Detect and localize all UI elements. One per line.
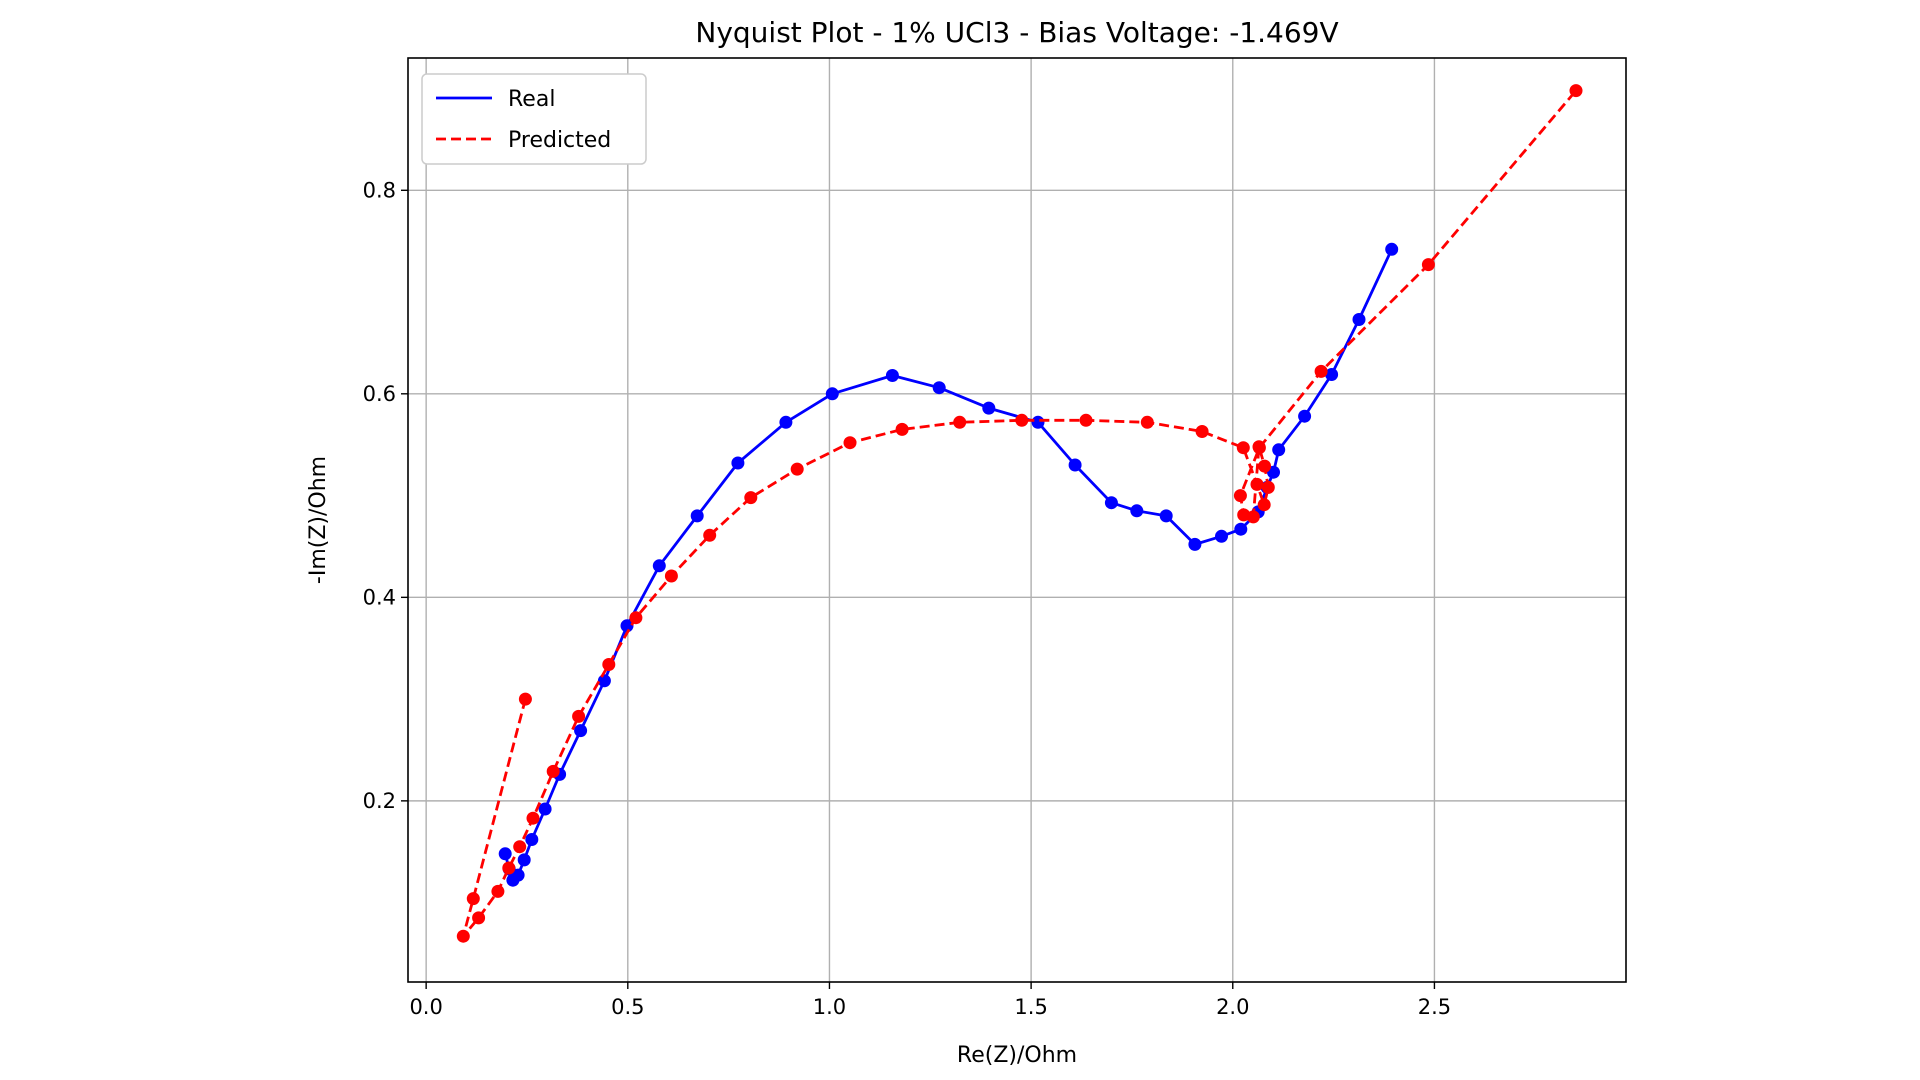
data-point <box>517 853 531 867</box>
data-point <box>982 401 996 415</box>
ticks: 0.0 0.5 1.0 1.5 2.0 2.5 0.2 0.4 0.6 0.8 <box>363 178 1452 1019</box>
data-point <box>1325 368 1339 381</box>
data-point <box>502 861 516 875</box>
data-point <box>1314 364 1328 378</box>
x-axis-label: Re(Z)/Ohm <box>957 1043 1077 1068</box>
data-point <box>526 811 540 825</box>
data-point <box>574 724 588 738</box>
data-point <box>1258 459 1272 473</box>
data-point <box>1569 84 1583 98</box>
data-point <box>1104 496 1118 510</box>
x-tick-label: 2.5 <box>1418 995 1451 1019</box>
data-point <box>1188 537 1202 551</box>
x-tick-label: 1.5 <box>1014 995 1047 1019</box>
series-predicted <box>456 84 1583 943</box>
data-point <box>602 658 616 671</box>
data-point <box>1252 441 1266 455</box>
data-point <box>1261 480 1275 494</box>
data-point <box>498 847 512 861</box>
data-point <box>1079 413 1093 427</box>
data-point <box>895 422 909 436</box>
chart-title: Nyquist Plot - 1% UCl3 - Bias Voltage: -… <box>695 16 1338 49</box>
data-point <box>1237 508 1251 522</box>
data-point <box>513 840 527 854</box>
data-point <box>538 802 552 816</box>
data-point <box>525 833 539 846</box>
data-point <box>932 381 946 395</box>
legend-box <box>421 73 647 165</box>
data-point <box>1352 313 1366 326</box>
legend-label-predicted: Predicted <box>508 128 611 153</box>
data-point <box>1233 489 1247 503</box>
data-point <box>518 692 532 706</box>
series-layer <box>456 84 1583 943</box>
data-point <box>1159 509 1173 523</box>
data-point <box>1068 458 1082 472</box>
data-point <box>1195 425 1209 438</box>
legend: Real Predicted <box>421 73 647 165</box>
x-tick-label: 2.0 <box>1216 995 1249 1019</box>
x-tick-label: 0.0 <box>409 995 442 1019</box>
data-point <box>953 415 967 429</box>
data-point <box>731 456 745 470</box>
data-point <box>472 911 486 925</box>
data-point <box>843 436 857 450</box>
grid-lines <box>408 58 1626 982</box>
y-tick-label: 0.4 <box>363 585 396 609</box>
data-point <box>629 611 643 625</box>
y-tick-label: 0.2 <box>363 789 396 813</box>
data-point <box>1031 415 1045 429</box>
data-point <box>511 868 525 882</box>
x-tick-label: 1.0 <box>813 995 846 1019</box>
data-point <box>1130 504 1144 518</box>
data-point <box>572 709 586 723</box>
y-tick-label: 0.6 <box>363 382 396 406</box>
data-point <box>1421 258 1435 272</box>
data-point <box>1257 498 1271 512</box>
data-point <box>703 528 717 542</box>
data-point <box>885 369 899 382</box>
data-point <box>1236 441 1250 455</box>
data-point <box>466 892 480 906</box>
data-point <box>597 674 611 688</box>
legend-label-real: Real <box>508 87 555 112</box>
data-point <box>1250 477 1264 491</box>
data-point <box>779 415 793 429</box>
y-tick-label: 0.8 <box>363 178 396 202</box>
data-point <box>825 387 839 401</box>
data-point <box>1298 409 1312 423</box>
y-axis-label: -Im(Z)/Ohm <box>306 456 331 584</box>
data-point <box>1215 529 1228 543</box>
data-point <box>620 619 634 633</box>
data-point <box>1272 443 1286 457</box>
x-tick-label: 0.5 <box>611 995 644 1019</box>
data-point <box>546 764 560 778</box>
data-point <box>1140 415 1154 429</box>
data-point <box>690 509 704 523</box>
data-point <box>790 462 804 476</box>
data-point <box>744 491 758 505</box>
plot-frame <box>407 57 1627 983</box>
data-point <box>652 559 666 573</box>
data-point <box>456 929 470 943</box>
data-point <box>1234 522 1248 536</box>
data-point <box>491 884 505 898</box>
data-point <box>1015 413 1029 427</box>
data-point <box>1385 242 1399 256</box>
data-point <box>664 569 678 583</box>
